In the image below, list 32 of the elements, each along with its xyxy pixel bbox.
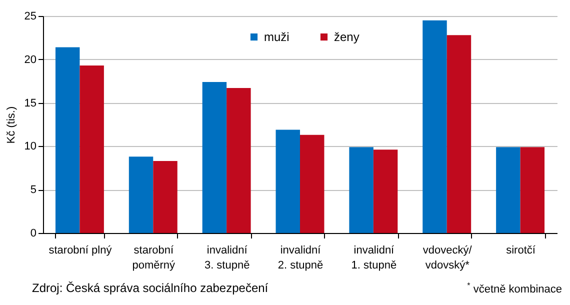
x-tick-label: invalidní 2. stupně bbox=[278, 244, 324, 272]
text: $^{*}$ včetně kombinace bbox=[467, 281, 562, 296]
legend-label: ženy bbox=[334, 30, 360, 44]
bar bbox=[422, 20, 447, 233]
bar bbox=[349, 147, 374, 233]
x-tick-label: invalidní 1. stupně bbox=[351, 244, 397, 272]
x-tick-label: starobní poměrný bbox=[132, 244, 176, 272]
bar bbox=[128, 156, 154, 233]
y-tick-label: 25 bbox=[24, 10, 36, 22]
bar bbox=[373, 150, 398, 233]
y-axis-title: Kč (tis.) bbox=[5, 106, 18, 144]
y-tick-label: 5 bbox=[30, 184, 36, 196]
bar bbox=[300, 134, 324, 233]
bar bbox=[446, 35, 472, 233]
bar bbox=[520, 147, 545, 233]
x-tick-label: invalidní 3. stupně bbox=[204, 244, 250, 272]
bar bbox=[496, 147, 520, 233]
bar bbox=[55, 47, 80, 233]
bar bbox=[276, 130, 300, 233]
x-tick-label: starobní plný bbox=[48, 244, 112, 256]
legend-label: muži bbox=[264, 30, 290, 44]
y-tick-label: 20 bbox=[24, 54, 36, 66]
x-tick-label: vdovecký/ vdovský* bbox=[422, 244, 473, 272]
bar bbox=[202, 82, 227, 233]
y-tick-label: 0 bbox=[30, 228, 36, 240]
text: Zdroj: Česká správa sociálního zabezpečení bbox=[32, 281, 268, 295]
x-tick-label: sirotčí bbox=[506, 244, 536, 256]
bar bbox=[80, 65, 104, 233]
bar bbox=[153, 160, 178, 233]
bar bbox=[226, 88, 251, 233]
y-tick-label: 15 bbox=[24, 97, 36, 110]
y-tick-label: 10 bbox=[24, 140, 36, 153]
